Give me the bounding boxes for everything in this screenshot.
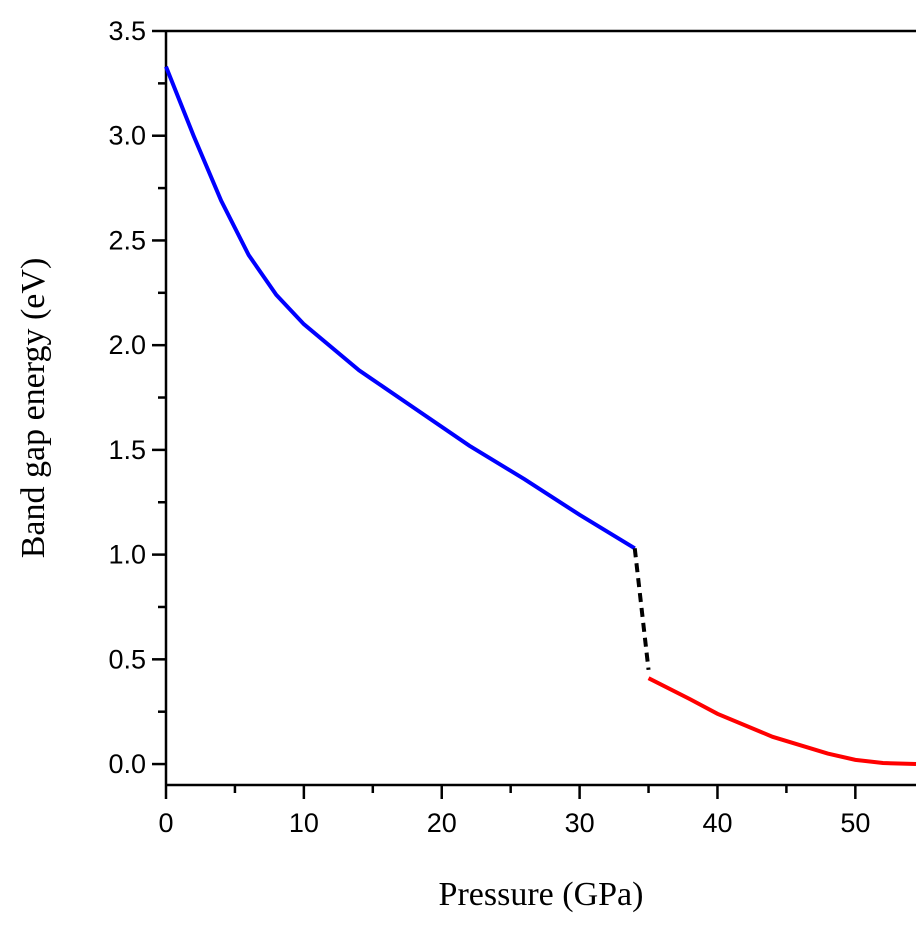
x-axis-label: Pressure (GPa): [439, 876, 644, 913]
y-axis-label: Band gap energy (eV): [15, 258, 52, 559]
y-tick-label: 1.5: [108, 435, 146, 465]
x-tick-label: 10: [289, 808, 319, 838]
line: [164, 65, 636, 551]
x-tick-label: 40: [702, 808, 732, 838]
y-tick-label: 2.5: [108, 225, 146, 255]
y-tick-label: 0.0: [108, 749, 146, 779]
y-tick-label: 2.0: [108, 330, 146, 360]
x-tick-label: 0: [158, 808, 173, 838]
x-tick-label: 50: [840, 808, 870, 838]
y-tick-label: 1.0: [108, 540, 146, 570]
y-tick-label: 3.0: [108, 121, 146, 151]
x-tick-label: 30: [565, 808, 595, 838]
line: [632, 548, 651, 671]
x-tick-label: 20: [427, 808, 457, 838]
y-tick-label: 0.5: [108, 644, 146, 674]
line: [647, 676, 917, 767]
y-tick-label: 3.5: [108, 16, 146, 46]
